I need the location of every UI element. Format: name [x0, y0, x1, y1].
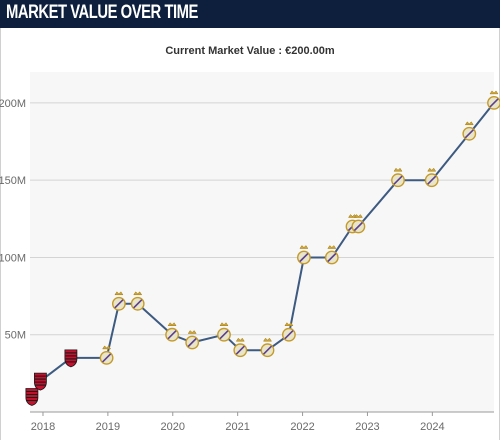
crown-icon	[114, 291, 124, 296]
data-point[interactable]	[233, 337, 248, 358]
crown-icon	[133, 291, 143, 296]
crown-icon	[489, 90, 499, 95]
crest-band	[353, 221, 363, 232]
crown-icon	[235, 337, 245, 342]
x-tick-label: 2018	[31, 421, 55, 433]
header-title: MARKET VALUE OVER TIME	[6, 2, 198, 23]
crown-icon	[219, 322, 229, 326]
y-axis-ticks: 50M 100M 150M 200M	[0, 98, 26, 342]
crown-icon	[299, 245, 309, 249]
crest-band	[464, 129, 474, 139]
y-tick-label: 200M	[0, 98, 26, 110]
current-market-value: Current Market Value : €200.00m	[165, 45, 335, 57]
data-point[interactable]	[64, 349, 78, 368]
x-axis-ticks: 2018 2019 2020 2021 2022 2023 2024	[31, 412, 445, 433]
x-tick-label: 2019	[96, 421, 120, 433]
crest-band	[284, 330, 294, 340]
crown-icon	[167, 322, 177, 326]
data-point[interactable]	[165, 322, 180, 342]
crest-band	[299, 252, 309, 263]
y-tick-label: 100M	[0, 252, 26, 264]
data-point[interactable]	[351, 214, 366, 234]
crown-icon	[353, 214, 363, 218]
crown-icon	[263, 337, 272, 342]
crown-icon	[187, 330, 197, 334]
data-point[interactable]	[260, 337, 275, 358]
club-crest-markers	[25, 90, 500, 406]
data-point[interactable]	[324, 245, 339, 265]
x-tick-label: 2020	[161, 421, 185, 433]
data-point[interactable]	[99, 345, 114, 365]
crown-icon	[464, 121, 474, 126]
x-tick-label: 2021	[225, 421, 249, 433]
data-point[interactable]	[391, 167, 405, 188]
crest-band	[262, 345, 273, 355]
data-point[interactable]	[487, 90, 500, 110]
x-tick-label: 2023	[355, 421, 379, 433]
data-point[interactable]	[185, 330, 200, 350]
crest-band	[327, 252, 337, 263]
crown-icon	[102, 345, 112, 350]
x-tick-label: 2024	[420, 421, 444, 433]
data-point[interactable]	[424, 167, 439, 188]
data-point[interactable]	[217, 322, 231, 342]
crown-icon	[393, 167, 403, 172]
crest-band	[427, 175, 437, 185]
data-point[interactable]	[130, 291, 145, 311]
y-tick-label: 150M	[0, 175, 26, 187]
y-tick-label: 50M	[5, 330, 26, 342]
header-bar: MARKET VALUE OVER TIME	[0, 0, 500, 28]
crest-band	[235, 345, 245, 355]
crest-band	[489, 98, 499, 108]
data-point[interactable]	[462, 121, 477, 141]
crown-icon	[327, 245, 337, 249]
crown-icon	[427, 167, 437, 172]
crown-icon	[284, 322, 294, 326]
data-point[interactable]	[281, 322, 296, 342]
crest-band	[219, 330, 229, 340]
plot-area	[30, 72, 494, 412]
x-tick-label: 2022	[290, 421, 314, 433]
crest-band	[167, 330, 177, 340]
crest-band	[133, 299, 143, 309]
crest-band	[102, 353, 112, 363]
data-point[interactable]	[25, 388, 39, 406]
data-point[interactable]	[296, 245, 311, 265]
crest-band	[114, 299, 124, 309]
crest-band	[187, 337, 197, 348]
data-point[interactable]	[112, 291, 126, 311]
crest-band	[393, 175, 403, 185]
data-point[interactable]	[34, 372, 47, 391]
